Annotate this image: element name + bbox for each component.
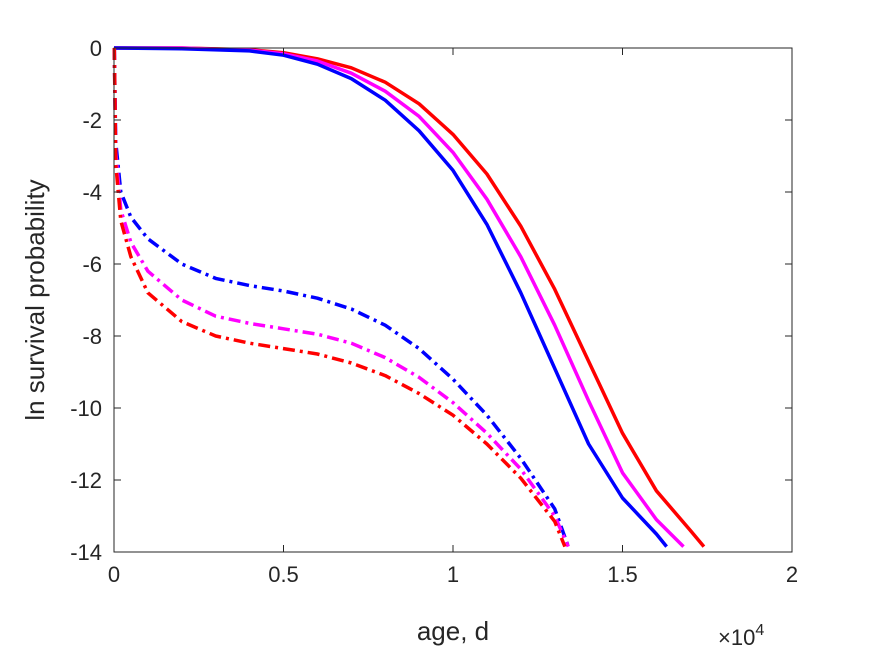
series-line-3: [113, 46, 668, 548]
x-exponent-base: ×10: [718, 625, 755, 650]
x-tick-label-4: 1.5: [607, 562, 638, 587]
y-tick-label-2: -2: [82, 108, 102, 133]
y-tick-label-7: -12: [70, 468, 102, 493]
x-tick-label-2: 0.5: [268, 562, 299, 587]
x-exponent-label: ×104: [718, 622, 764, 650]
series-line-6: [112, 47, 567, 548]
y-axis-title: ln survival probability: [20, 179, 50, 420]
y-tick-label-6: -10: [70, 396, 102, 421]
tick-layer: 0 0.5 1 1.5 2 0 -2 -4 -6 -8 -10 -12 -14: [70, 36, 798, 587]
y-tick-label-5: -8: [82, 324, 102, 349]
x-tick-label-5: 2: [786, 562, 798, 587]
series-layer: [112, 46, 706, 548]
series-line-4: [112, 47, 570, 548]
plot-area: [114, 48, 792, 552]
y-tick-label-1: 0: [90, 36, 102, 61]
x-axis-title: age, d: [417, 616, 489, 646]
x-tick-label-1: 0: [108, 562, 120, 587]
y-tick-label-4: -6: [82, 252, 102, 277]
x-tick-label-3: 1: [447, 562, 459, 587]
x-exponent-power: 4: [755, 622, 764, 639]
y-tick-label-3: -4: [82, 180, 102, 205]
y-tick-label-8: -14: [70, 540, 102, 565]
